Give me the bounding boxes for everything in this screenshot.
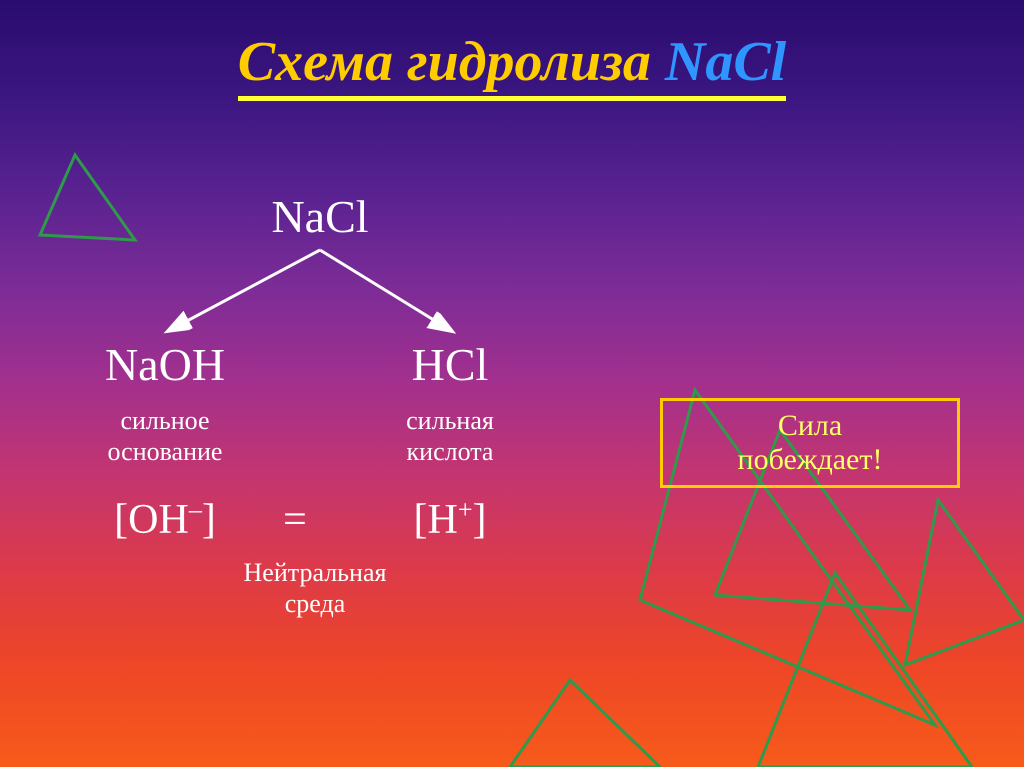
right-ion-open: [H [413, 497, 457, 543]
left-ion: [OH–] [80, 496, 250, 544]
left-desc-line2: основание [108, 437, 223, 466]
left-desc-line1: сильное [120, 406, 209, 435]
left-ion-open: [OH [114, 497, 189, 543]
left-ion-sup: – [189, 495, 202, 524]
left-description: сильное основание [80, 406, 250, 467]
left-formula: NaOH [80, 338, 250, 391]
neutral-line2: среда [285, 589, 346, 618]
right-formula: HCl [380, 338, 520, 391]
right-ion-close: ] [473, 497, 487, 543]
right-desc-line2: кислота [407, 437, 494, 466]
right-desc-line1: сильная [406, 406, 494, 435]
callout-line2: побеждает! [738, 443, 883, 476]
equals-sign: = [250, 496, 340, 544]
neutral-line1: Нейтральная [244, 558, 387, 587]
callout-box: Сила побеждает! [660, 398, 960, 488]
left-ion-close: ] [202, 497, 216, 543]
callout-line1: Сила [778, 409, 842, 442]
right-description: сильная кислота [380, 406, 520, 467]
right-ion: [H+] [380, 496, 520, 544]
right-ion-sup: + [458, 495, 473, 524]
neutral-label: Нейтральная среда [200, 558, 430, 619]
